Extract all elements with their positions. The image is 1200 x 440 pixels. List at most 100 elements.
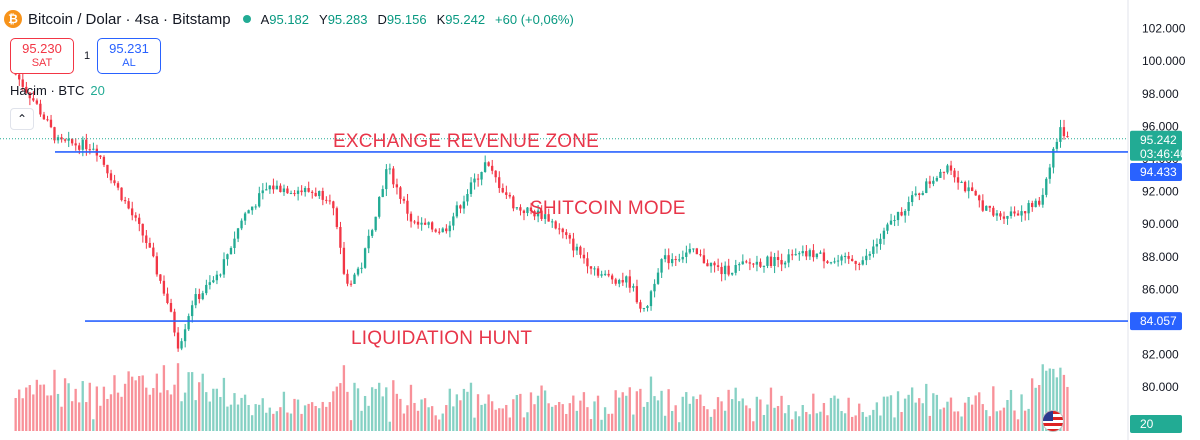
volume-bar (169, 394, 173, 431)
volume-bar (265, 412, 268, 431)
candle-body (1009, 211, 1013, 216)
candle-body (152, 247, 155, 257)
candle-body (875, 244, 879, 247)
chevron-up-icon: ⌃ (16, 112, 28, 126)
candle-body (649, 291, 653, 307)
candle-body (109, 173, 113, 181)
volume-indicator-value: 20 (90, 83, 105, 98)
volume-bar (145, 387, 148, 431)
candle-body (910, 195, 914, 203)
volume-bar (70, 401, 74, 431)
candle-body (1041, 194, 1044, 205)
volume-bar (663, 415, 667, 431)
candle-body (173, 311, 176, 333)
candle-body (226, 254, 229, 260)
volume-bar (635, 391, 639, 431)
volume-bar (194, 400, 197, 431)
volume-bar (674, 405, 677, 431)
volume-bar (692, 396, 695, 431)
candle-body (60, 137, 63, 140)
candle-body (279, 185, 282, 193)
volume-bar (1013, 410, 1016, 431)
volume-bar (1062, 374, 1066, 431)
candle-body (102, 156, 106, 165)
annotation-shitcoin-mode[interactable]: SHITCOIN MODE (530, 198, 686, 219)
volume-bar (843, 413, 847, 431)
volume-bar (561, 404, 564, 431)
volume-bar (483, 403, 487, 431)
candle-body (550, 221, 554, 223)
volume-bar (554, 405, 557, 431)
candle-body (868, 253, 871, 256)
volume-bar (222, 377, 226, 431)
candle-body (370, 230, 374, 236)
volume-bar (819, 411, 822, 431)
candle-body (822, 252, 826, 262)
volume-bar (240, 397, 243, 431)
candle-body (70, 138, 74, 144)
candle-body (836, 260, 840, 262)
y-tick-label: 102.000 (1142, 22, 1186, 36)
candle-body (526, 207, 529, 214)
candle-body (872, 246, 875, 254)
volume-bar (462, 388, 466, 431)
candle-body (861, 260, 864, 265)
volume-bar (416, 410, 420, 431)
volume-bar (293, 398, 296, 431)
annotation-liquidation-hunt[interactable]: LIQUIDATION HUNT (351, 328, 533, 349)
candle-body (572, 238, 575, 251)
candle-body (505, 192, 508, 195)
candle-body (833, 261, 836, 263)
candle-body (166, 293, 169, 304)
candle-body (176, 332, 180, 349)
volume-bar (395, 393, 399, 431)
volume-bar (427, 407, 430, 431)
volume-bar (46, 395, 49, 431)
candle-body (628, 276, 631, 288)
candle-body (748, 262, 751, 264)
annotation-exchange-revenue-zone[interactable]: EXCHANGE REVENUE ZONE (333, 131, 600, 152)
candle-body (632, 286, 635, 288)
volume-bar (120, 396, 123, 431)
volume-bar (441, 413, 444, 431)
volume-bar (1030, 378, 1034, 431)
volume-bar (949, 397, 953, 431)
y-tick-label: 88.000 (1142, 250, 1179, 264)
candle-body (543, 214, 547, 219)
candle-body (773, 257, 776, 267)
buy-button[interactable]: 95.231 AL (97, 38, 161, 74)
volume-indicator-legend[interactable]: Hacim · BTC 20 (10, 83, 105, 98)
us-flag-icon[interactable] (1042, 410, 1064, 432)
volume-bar (63, 378, 67, 431)
collapse-legend-button[interactable]: ⌃ (10, 108, 34, 130)
volume-bar (318, 408, 321, 431)
volume-bar (78, 402, 81, 431)
volume-bar (526, 412, 529, 431)
candle-body (430, 222, 434, 230)
candle-body (127, 201, 130, 209)
volume-bar (723, 410, 727, 431)
candle-body (653, 283, 656, 292)
volume-bar (349, 420, 353, 431)
y-tick-label: 80.000 (1142, 380, 1179, 394)
candle-body (258, 193, 261, 207)
volume-bar (865, 416, 868, 431)
sell-button[interactable]: 95.230 SAT (10, 38, 74, 74)
candle-body (378, 197, 381, 217)
buy-price: 95.231 (109, 41, 149, 56)
candle-body (660, 259, 663, 273)
volume-bar (988, 416, 991, 431)
volume-bar (642, 406, 646, 431)
candle-body (395, 184, 399, 188)
volume-bar (579, 400, 582, 431)
volume-bar (928, 415, 931, 431)
candle-body (198, 294, 201, 300)
volume-bar (67, 383, 70, 431)
volume-bar (494, 409, 497, 431)
candle-body (1020, 211, 1023, 216)
candle-body (85, 139, 88, 150)
candle-body (243, 213, 247, 221)
candle-body (141, 223, 144, 236)
symbol-title[interactable]: Bitcoin / Dolar · 4sa · Bitstamp (28, 10, 231, 28)
